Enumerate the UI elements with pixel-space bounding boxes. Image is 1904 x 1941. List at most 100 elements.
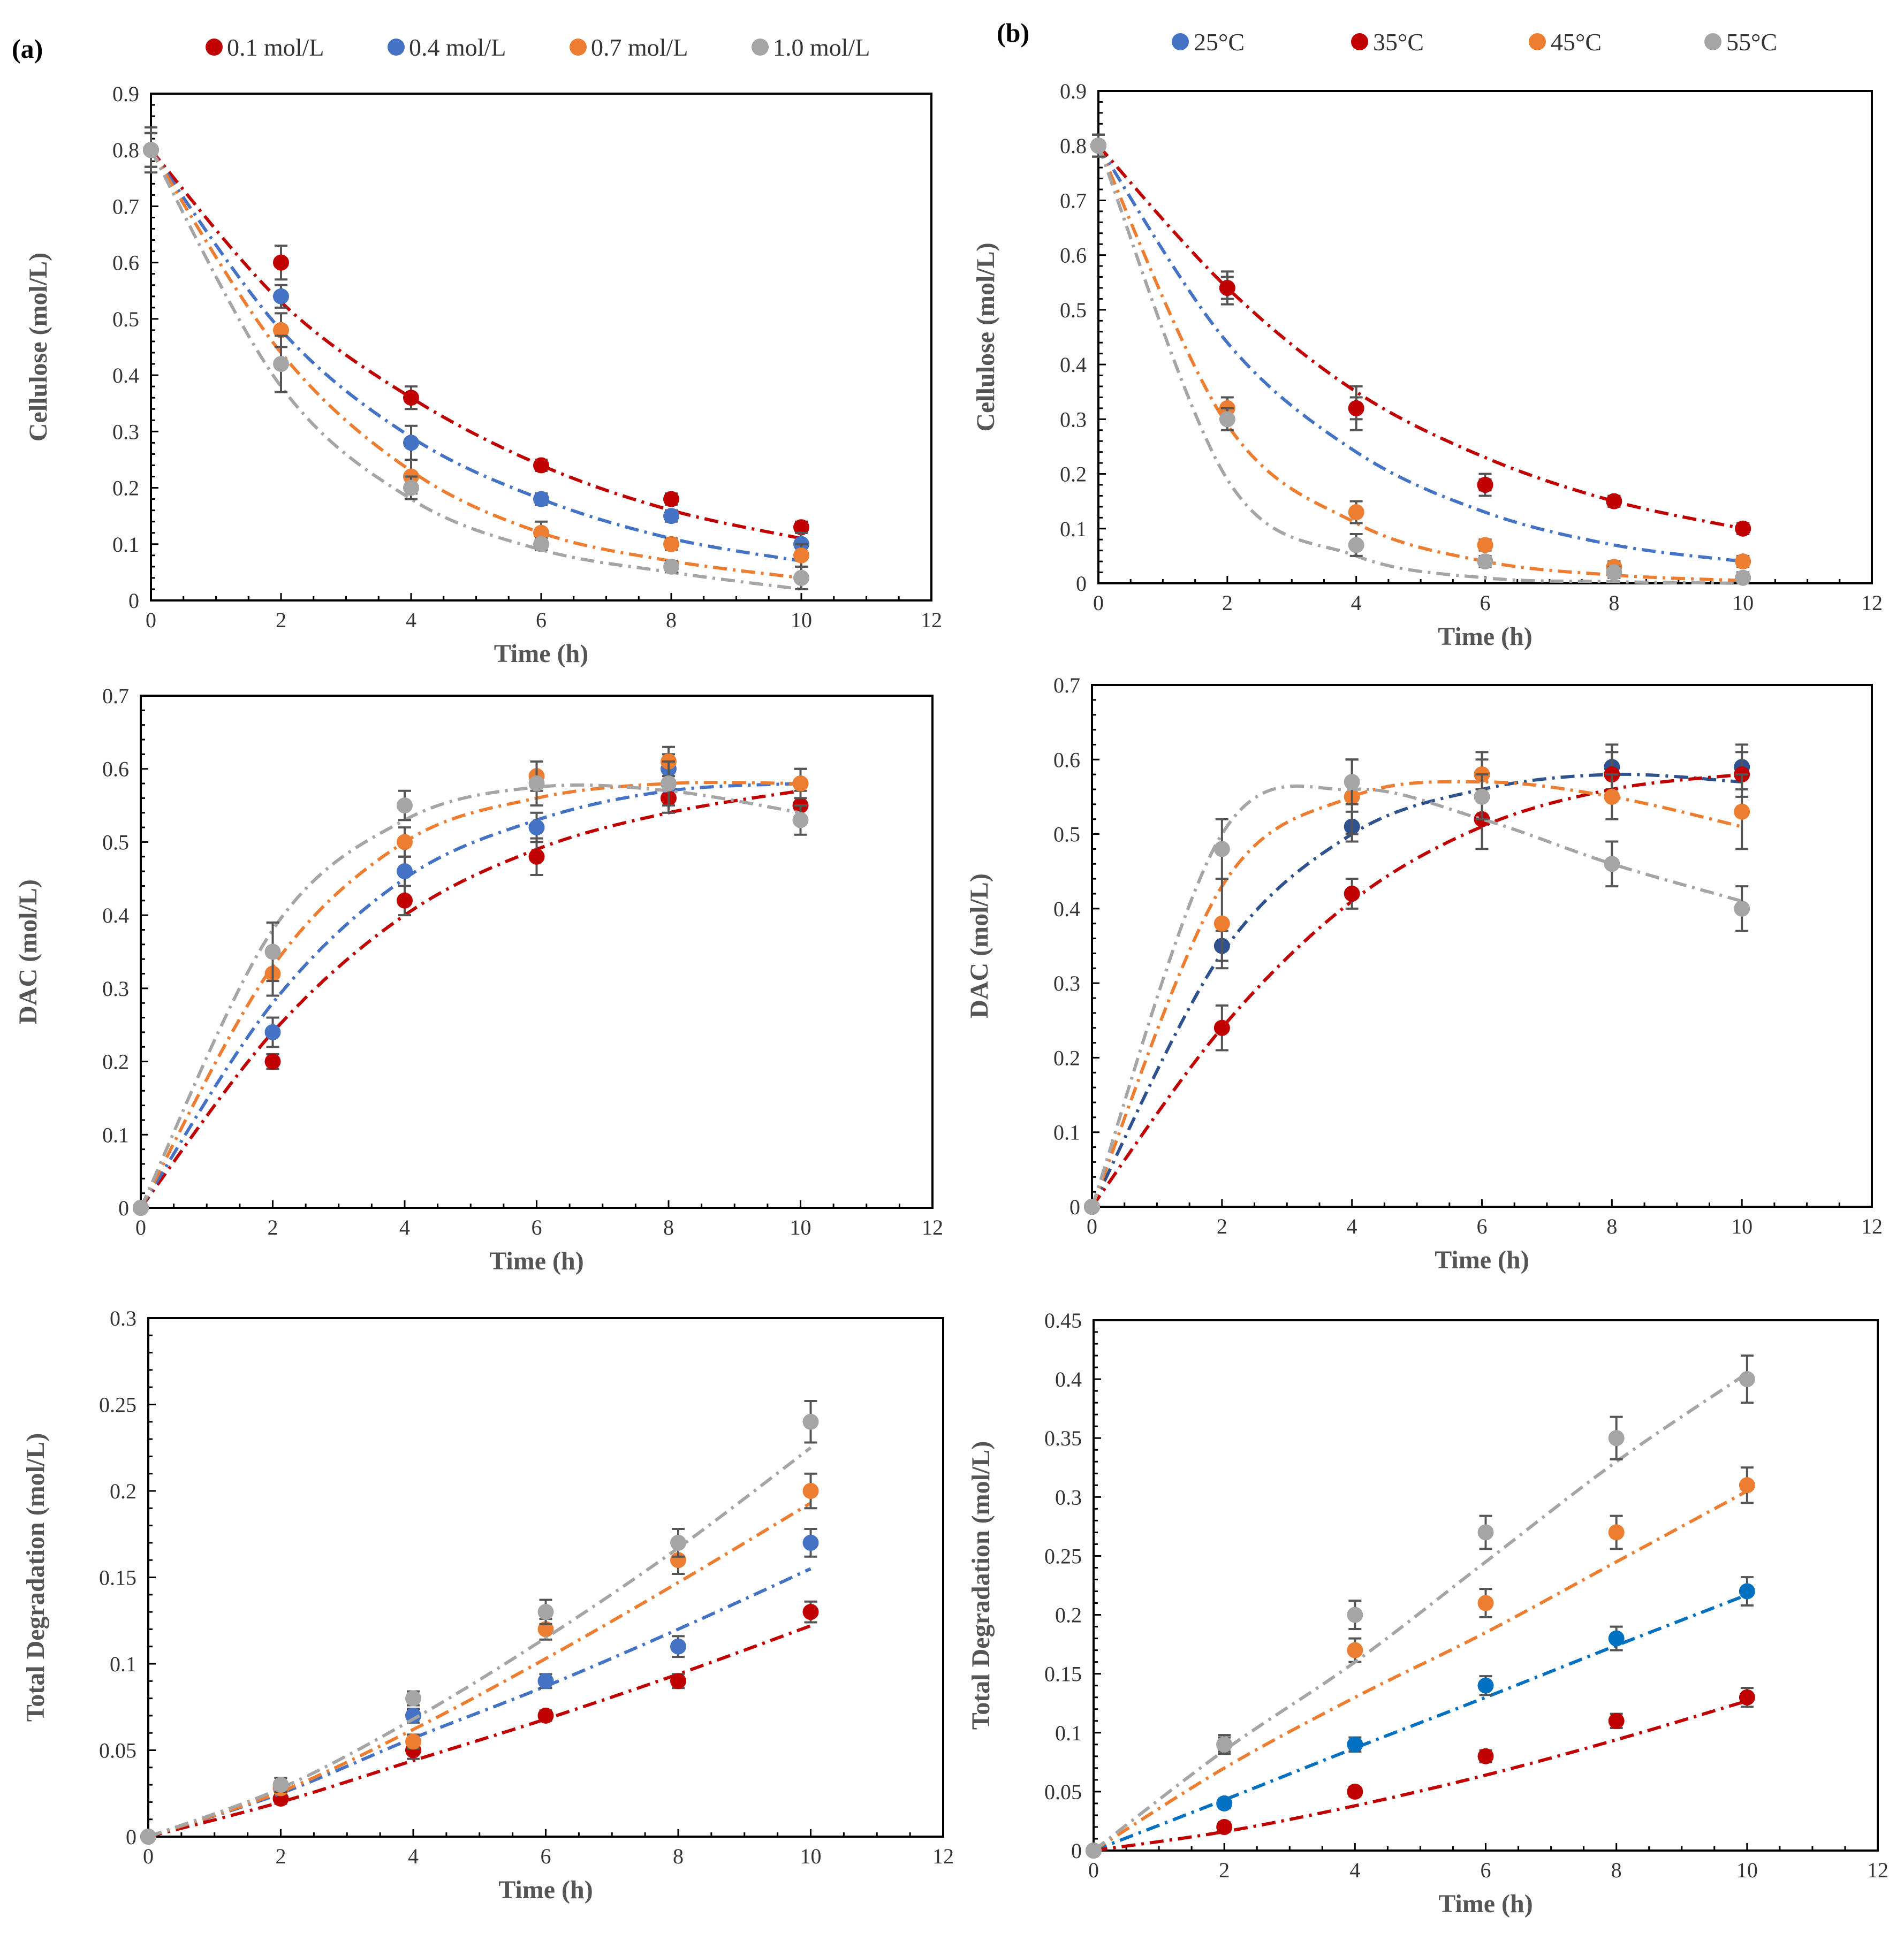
legend-b-marker-2 <box>1529 33 1546 50</box>
x-tick-label: 10 <box>1732 591 1754 615</box>
x-tick-label: 12 <box>1861 591 1883 615</box>
x-tick-label: 12 <box>922 1215 943 1239</box>
legend-a-label-1: 0.4 mol/L <box>409 34 506 61</box>
data-point <box>1348 400 1364 416</box>
data-point <box>140 1829 156 1845</box>
series-3 <box>1090 133 1751 586</box>
data-point <box>1606 564 1622 581</box>
data-point <box>670 1638 686 1655</box>
y-tick-label: 0.15 <box>99 1566 136 1590</box>
fit-curve <box>1090 772 1742 1208</box>
data-point <box>528 819 545 836</box>
x-tick-label: 2 <box>1222 591 1233 615</box>
x-tick-label: 2 <box>268 1215 278 1239</box>
x-tick-label: 4 <box>399 1215 410 1239</box>
data-point <box>1739 1477 1755 1494</box>
fit-curve <box>1090 780 1742 1208</box>
chart-b-cellulose: 0 2 4 6 8 10 12 0 0.1 0.2 0.3 0.4 0.5 0.6 0.7 0.8 0.9 Tim… <box>972 79 1883 651</box>
x-tick-label: 0 <box>1088 1858 1099 1882</box>
x-axis-title: Time (h) <box>498 1876 593 1904</box>
legend-a: 0.1 mol/L 0.4 mol/L 0.7 mol/L 1.0 mol/L <box>206 34 870 61</box>
y-tick-label: 0.05 <box>99 1739 136 1763</box>
x-tick-label: 8 <box>1606 1214 1617 1238</box>
x-tick-label: 0 <box>143 1844 154 1868</box>
data-point <box>1477 1677 1494 1694</box>
data-point <box>802 1534 819 1551</box>
y-tick-label: 0.2 <box>112 476 139 500</box>
legend-b-label-2: 45°C <box>1551 28 1602 56</box>
series-3 <box>133 760 809 1216</box>
series-1 <box>133 753 809 1216</box>
x-tick-label: 0 <box>1087 1214 1097 1238</box>
fit-curve <box>1093 1593 1748 1852</box>
chart-b-degradation: 0 2 4 6 8 10 12 0 0.05 0.1 0.15 0.2 0.25 0.3 0.35 0.4 0.… <box>967 1308 1888 1918</box>
legend-b-marker-1 <box>1351 33 1368 50</box>
data-point <box>1604 788 1620 805</box>
x-tick-label: 0 <box>135 1215 146 1239</box>
data-point <box>1608 1430 1625 1447</box>
fit-curve <box>149 149 802 541</box>
series-1 <box>140 1528 819 1845</box>
data-point <box>273 356 289 372</box>
data-point <box>264 1053 281 1070</box>
legend-b-label-1: 35°C <box>1373 28 1424 56</box>
y-tick-label: 0.3 <box>1060 407 1087 431</box>
data-point <box>528 775 545 792</box>
fit-curve <box>1097 144 1743 530</box>
x-tick-label: 8 <box>1609 591 1619 615</box>
data-point <box>405 1733 421 1750</box>
data-point <box>405 1690 421 1707</box>
fit-curve <box>1090 784 1742 1207</box>
y-tick-label: 0.6 <box>1053 748 1080 772</box>
data-point <box>397 797 413 814</box>
data-point <box>1347 1607 1363 1623</box>
y-tick-label: 0.4 <box>102 903 129 927</box>
data-point <box>1735 520 1751 537</box>
fit-curve <box>148 1624 811 1838</box>
x-axis-title: Time (h) <box>1438 622 1532 651</box>
legend-b: 25°C 35°C 45°C 55°C <box>1172 28 1777 56</box>
legend-b-label-0: 25°C <box>1194 28 1245 56</box>
legend-a-label-0: 0.1 mol/L <box>227 34 324 61</box>
data-point <box>1344 886 1360 902</box>
plot-frame <box>1097 90 1873 584</box>
data-point <box>1213 841 1230 857</box>
data-point <box>663 558 679 575</box>
data-point <box>528 848 545 865</box>
y-tick-label: 0.2 <box>1055 1603 1082 1627</box>
x-axis-title: Time (h) <box>494 640 588 668</box>
data-point <box>1735 553 1751 570</box>
fit-curve <box>149 149 802 580</box>
data-point <box>661 775 677 792</box>
y-tick-label: 0.6 <box>112 251 139 275</box>
fit-curve <box>1093 1489 1748 1852</box>
data-point <box>537 1604 554 1620</box>
y-tick-label: 0.4 <box>1053 897 1080 921</box>
data-point <box>1739 1371 1755 1388</box>
x-tick-label: 4 <box>1351 591 1362 615</box>
data-point <box>1477 1748 1494 1764</box>
x-tick-label: 8 <box>1611 1858 1622 1882</box>
legend-a-marker-3 <box>752 39 769 56</box>
y-tick-label: 0.6 <box>1060 243 1087 268</box>
y-axis-title: DAC (mol/L) <box>14 879 42 1024</box>
series-2 <box>133 745 809 1216</box>
y-tick-label: 0.1 <box>110 1652 136 1676</box>
fit-curve <box>139 783 801 1209</box>
x-tick-label: 10 <box>790 1215 811 1239</box>
data-point <box>670 1534 686 1551</box>
series-0 <box>1090 133 1751 564</box>
y-tick-label: 0.3 <box>102 977 129 1001</box>
fit-curve <box>148 1502 812 1838</box>
x-axis-title: Time (h) <box>1438 1890 1533 1918</box>
plot-frame <box>147 1317 944 1838</box>
x-tick-label: 2 <box>1217 1214 1227 1238</box>
y-tick-label: 0.6 <box>102 757 129 781</box>
fit-curve <box>139 781 801 1209</box>
series-1 <box>1086 1687 1755 1859</box>
y-tick-label: 0.8 <box>112 138 139 162</box>
x-tick-label: 8 <box>666 608 677 632</box>
y-tick-label: 0.25 <box>99 1393 136 1417</box>
x-tick-label: 4 <box>406 608 416 632</box>
y-tick-label: 0.4 <box>1055 1367 1082 1391</box>
